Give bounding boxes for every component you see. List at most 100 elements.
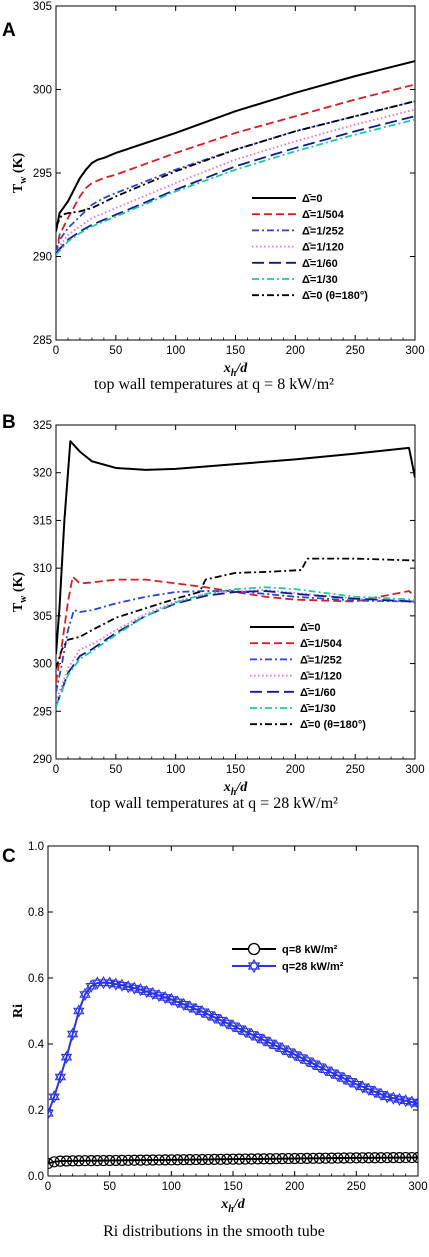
x-tick-label: 300 bbox=[405, 345, 424, 357]
x-tick-label: 0 bbox=[45, 1181, 51, 1193]
series-line bbox=[56, 590, 415, 693]
data-point bbox=[295, 1152, 307, 1165]
data-point bbox=[215, 1153, 227, 1165]
legend-label: Δ̄=0 (θ=180°) bbox=[300, 719, 366, 731]
x-tick-label: 50 bbox=[109, 764, 122, 776]
data-point bbox=[104, 1154, 116, 1167]
y-tick-label: 305 bbox=[33, 611, 52, 623]
series-group bbox=[48, 976, 418, 1170]
series-line bbox=[56, 589, 415, 703]
y-axis-label: Ri bbox=[11, 1004, 26, 1018]
data-point bbox=[196, 1153, 208, 1166]
legend-label: Δ̄=1/252 bbox=[302, 225, 344, 237]
y-axis-label: Tw (K) bbox=[11, 572, 29, 613]
panel-letter: B bbox=[2, 412, 16, 433]
data-point bbox=[233, 1153, 245, 1165]
x-tick-label: 250 bbox=[347, 1181, 366, 1193]
y-tick-label: 0.6 bbox=[28, 973, 44, 985]
data-point bbox=[91, 1154, 103, 1167]
x-tick-label: 200 bbox=[285, 1181, 304, 1193]
series-line bbox=[56, 590, 415, 707]
series-group bbox=[56, 440, 415, 707]
panel-A: A 0 50 100 150 200 250 300 285 290 295 300 305 xh/d Tw… bbox=[2, 1, 425, 393]
legend-label: Δ̄=1/120 bbox=[302, 242, 344, 254]
x-axis-label: xh/d bbox=[220, 1197, 245, 1215]
data-point bbox=[190, 1153, 202, 1166]
data-point bbox=[239, 1153, 251, 1165]
data-point bbox=[350, 1152, 362, 1164]
data-point bbox=[313, 1152, 325, 1164]
data-point bbox=[48, 1157, 54, 1170]
legend-label: q=8 kW/m² bbox=[282, 944, 338, 956]
x-tick-label: 50 bbox=[103, 1181, 116, 1193]
legend: Δ̄=0 Δ̄=1/504 Δ̄=1/252 Δ̄=1/120 Δ̄=1/60 Δ̄=1/… bbox=[252, 193, 368, 302]
series-line bbox=[56, 60, 415, 232]
data-point bbox=[282, 1152, 295, 1165]
data-point bbox=[245, 1153, 258, 1165]
data-point bbox=[412, 1151, 418, 1164]
legend-label: Δ̄=0 bbox=[302, 193, 322, 205]
data-point bbox=[326, 1152, 338, 1164]
data-point bbox=[227, 1153, 239, 1165]
data-point bbox=[60, 1155, 73, 1167]
series-line bbox=[48, 981, 418, 1114]
legend-label: Δ̄=1/60 bbox=[300, 687, 336, 699]
y-tick-label: 295 bbox=[33, 168, 52, 180]
data-point bbox=[97, 1154, 110, 1167]
data-point bbox=[171, 1154, 184, 1166]
data-point bbox=[208, 1153, 221, 1165]
legend-label: Δ̄=1/252 bbox=[300, 654, 342, 666]
data-point bbox=[48, 1106, 54, 1120]
panel-caption: Ri distributions in the smooth tube bbox=[103, 1223, 325, 1240]
series-line bbox=[48, 1156, 418, 1165]
legend-label: Δ̄=1/30 bbox=[302, 274, 338, 286]
data-point bbox=[85, 1155, 97, 1167]
x-tick-label: 100 bbox=[166, 345, 185, 357]
data-point bbox=[48, 1156, 60, 1168]
data-point bbox=[264, 1153, 276, 1165]
series-group bbox=[56, 60, 415, 256]
series-line bbox=[56, 557, 415, 669]
x-axis-label: xh/d bbox=[223, 361, 248, 379]
x-tick-label: 150 bbox=[223, 1181, 242, 1193]
series-line bbox=[56, 586, 415, 707]
x-tick-label: 50 bbox=[109, 345, 122, 357]
legend-marker bbox=[247, 958, 261, 974]
data-point bbox=[54, 1155, 66, 1167]
x-tick-label: 0 bbox=[53, 764, 59, 776]
legend-label: Δ̄=1/30 bbox=[300, 703, 336, 715]
data-point bbox=[79, 987, 91, 1002]
data-point bbox=[332, 1152, 344, 1164]
x-tick-label: 100 bbox=[166, 764, 185, 776]
legend-label: Δ̄=1/504 bbox=[300, 638, 343, 650]
data-point bbox=[276, 1153, 288, 1165]
data-point bbox=[375, 1152, 387, 1164]
y-tick-label: 290 bbox=[33, 754, 52, 766]
x-tick-label: 200 bbox=[286, 764, 305, 776]
data-point bbox=[289, 1152, 301, 1165]
y-tick-label: 315 bbox=[33, 515, 52, 527]
data-point bbox=[221, 1153, 233, 1165]
legend-label: Δ̄=0 bbox=[300, 622, 320, 634]
data-point bbox=[393, 1152, 406, 1164]
panel-letter: C bbox=[2, 846, 16, 867]
y-tick-label: 295 bbox=[33, 706, 52, 718]
x-tick-label: 250 bbox=[346, 345, 365, 357]
data-point bbox=[73, 1004, 85, 1018]
x-tick-label: 200 bbox=[286, 345, 305, 357]
data-point bbox=[184, 1154, 196, 1166]
data-point bbox=[128, 1154, 140, 1166]
data-point bbox=[412, 1096, 418, 1111]
data-point bbox=[338, 1152, 350, 1164]
x-tick-label: 250 bbox=[346, 764, 365, 776]
plot-frame bbox=[47, 845, 419, 1177]
data-point bbox=[79, 1155, 91, 1167]
y-tick-label: 0.2 bbox=[28, 1105, 44, 1117]
y-tick-label: 290 bbox=[33, 252, 52, 264]
x-axis-label: xh/d bbox=[223, 780, 248, 798]
series-line bbox=[56, 83, 415, 254]
data-point bbox=[406, 1151, 418, 1164]
series-line bbox=[56, 115, 415, 254]
data-point bbox=[73, 1155, 85, 1167]
